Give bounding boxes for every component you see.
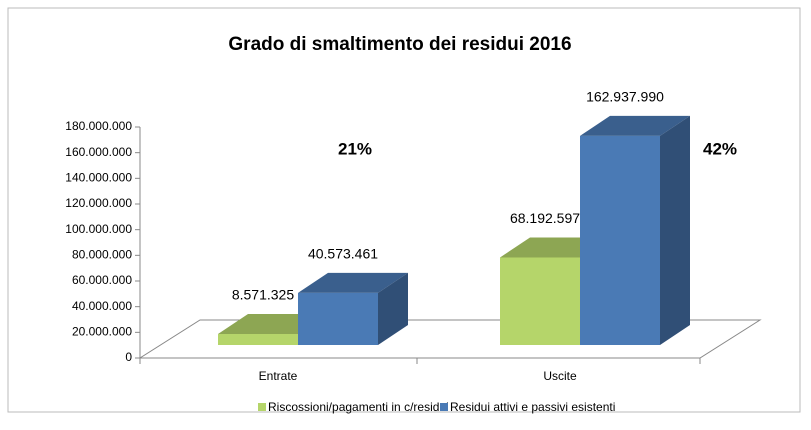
floor: [138, 319, 762, 359]
legend-label: Riscossioni/pagamenti in c/residui: [268, 400, 449, 414]
bar-side: [378, 272, 408, 345]
bar-front: [218, 334, 298, 345]
bar-top: [580, 115, 690, 136]
bar-front: [500, 257, 580, 345]
bar-front: [580, 135, 660, 345]
chart-title: Grado di smaltimento dei residui 2016: [228, 34, 571, 55]
legend-swatch: [258, 403, 266, 411]
legend-label: Residui attivi e passivi esistenti: [450, 400, 615, 414]
value-label: 40.573.461: [308, 246, 378, 262]
y-tick-label: 80.000.000: [72, 248, 132, 262]
value-label: 68.192.597: [510, 210, 580, 226]
y-tick-label: 100.000.000: [65, 222, 132, 236]
y-tick-label: 40.000.000: [72, 299, 132, 313]
bar: [298, 272, 408, 345]
x-tick-label: Uscite: [543, 369, 577, 383]
y-tick-label: 60.000.000: [72, 273, 132, 287]
legend-swatch: [440, 403, 448, 411]
bar-top: [298, 272, 408, 293]
value-label: 8.571.325: [232, 287, 294, 303]
bar: [580, 115, 690, 346]
y-tick-label: 160.000.000: [65, 145, 132, 159]
y-tick-label: 140.000.000: [65, 171, 132, 185]
value-label: 162.937.990: [586, 89, 664, 105]
annotation: 21%: [338, 139, 372, 158]
y-tick-label: 120.000.000: [65, 196, 132, 210]
bar-front: [298, 292, 378, 345]
y-tick-label: 0: [125, 350, 132, 364]
bar-side: [660, 115, 690, 346]
x-tick-label: Entrate: [259, 369, 298, 383]
y-tick-label: 20.000.000: [72, 325, 132, 339]
annotation: 42%: [703, 139, 737, 158]
y-tick-label: 180.000.000: [65, 119, 132, 133]
